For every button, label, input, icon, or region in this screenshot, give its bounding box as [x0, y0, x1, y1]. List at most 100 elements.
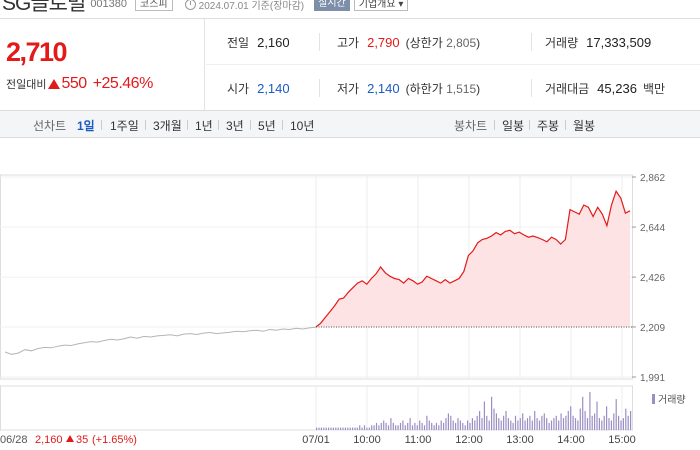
divider — [250, 120, 251, 130]
high-label: 고가 — [337, 35, 360, 50]
period-tab-3m[interactable]: 3개월 — [153, 119, 182, 133]
volume-bar — [361, 427, 363, 430]
volume-bar — [421, 422, 423, 430]
volume-bar — [603, 415, 605, 431]
volume-bar — [423, 425, 426, 431]
volume-bar — [622, 418, 624, 430]
prev-day-change-pct: (+1.65%) — [92, 434, 137, 446]
volume-bar — [555, 415, 557, 431]
volume-bar — [615, 399, 617, 430]
volume-bar — [510, 420, 512, 430]
volume-bar — [359, 425, 361, 431]
corp-overview-dropdown[interactable]: 기업개요 ▾ — [353, 0, 409, 11]
volume-bar — [395, 425, 397, 431]
volume-bar — [541, 415, 543, 431]
volume-bar — [352, 427, 354, 430]
volume-bar — [579, 408, 581, 430]
current-price-panel: 2,710 전일대비 550 +25.46% — [0, 19, 205, 111]
y-tick-label: 2,426 — [640, 273, 665, 284]
lower-limit-value: 1,515 — [446, 81, 477, 96]
volume-bar — [428, 420, 430, 430]
period-tab-5y[interactable]: 5년 — [258, 119, 276, 133]
volume-bar — [455, 422, 457, 430]
period-tab-3y[interactable]: 3년 — [226, 119, 244, 133]
volume-bar — [457, 418, 459, 430]
candle-tab-daily[interactable]: 일봉 — [502, 119, 525, 133]
change-label: 전일대비 — [6, 79, 47, 91]
volume-label: 거래량 — [545, 35, 579, 50]
volume-legend-swatch — [652, 394, 655, 404]
up-triangle-icon — [66, 435, 74, 442]
volume-bar — [438, 425, 440, 431]
volume-bar — [553, 418, 555, 430]
y-tick-label: 2,862 — [640, 173, 665, 184]
volume-bar — [435, 422, 437, 430]
volume-bar — [486, 415, 488, 431]
period-tab-10y[interactable]: 10년 — [290, 119, 315, 133]
y-tick-label: 2,209 — [640, 323, 665, 334]
volume-bar — [390, 418, 392, 430]
divider — [565, 120, 566, 130]
volume-bar — [483, 401, 485, 430]
volume-bar — [330, 427, 332, 430]
volume-bar — [378, 425, 380, 431]
volume-bar — [385, 422, 387, 430]
volume-bar — [335, 427, 337, 430]
volume-bar — [474, 420, 476, 430]
volume-value: 17,333,509 — [586, 34, 652, 50]
volume-bar — [469, 422, 471, 430]
volume-bar — [407, 422, 409, 430]
period-tab-1d[interactable]: 1일 — [77, 119, 95, 133]
x-tick-label: 14:00 — [557, 434, 585, 446]
trade-value-value: 45,236 — [597, 80, 637, 96]
volume-bar — [445, 418, 447, 430]
volume-bar — [584, 411, 586, 430]
volume-bar — [512, 422, 514, 430]
upper-limit-label: 상한가 — [409, 35, 443, 50]
volume-bar — [328, 427, 330, 430]
volume-bar — [371, 425, 373, 431]
volume-bar — [399, 422, 402, 430]
divider — [101, 120, 102, 130]
volume-bar — [431, 422, 433, 430]
corp-overview-label: 기업개요 — [358, 0, 396, 10]
chart-lines — [4, 189, 632, 355]
volume-bar — [363, 425, 366, 431]
volume-bar — [366, 427, 368, 430]
candle-tab-monthly[interactable]: 월봉 — [573, 119, 596, 133]
chart-svg: 2,862 2,644 2,426 2,209 1,991 07/01 10:00 11:0… — [0, 173, 686, 446]
low-value: 2,140 — [367, 80, 400, 96]
prev-day-info: 06/28 2,160 35 (+1.65%) — [0, 434, 137, 446]
volume-bar — [546, 418, 548, 430]
stock-code: 001380 — [90, 0, 128, 10]
volume-bar — [562, 418, 565, 430]
market-badge: 코스피 — [135, 0, 173, 11]
low-label: 저가 — [337, 81, 360, 96]
volume-bar — [426, 415, 428, 431]
volume-bar — [340, 427, 342, 430]
candle-chart-label: 봉차트 — [454, 119, 488, 133]
volume-bar — [402, 420, 404, 430]
volume-bar — [450, 415, 452, 431]
period-tab-1y[interactable]: 1년 — [195, 119, 213, 133]
x-tick-label: 07/01 — [302, 434, 330, 446]
period-tab-1w[interactable]: 1주일 — [110, 119, 139, 133]
volume-bar — [404, 425, 406, 431]
chart-fill — [316, 191, 630, 327]
volume-bar — [397, 425, 399, 431]
stock-name: SG글로벌 — [2, 0, 86, 15]
volume-bar — [440, 420, 442, 430]
candle-tab-weekly[interactable]: 주봉 — [537, 119, 560, 133]
volume-bar — [416, 425, 418, 431]
volume-bars — [316, 392, 632, 431]
x-tick-label: 12:00 — [455, 434, 483, 446]
realtime-button[interactable]: 실시간 — [314, 0, 350, 11]
divider — [319, 79, 320, 97]
trade-value: 거래대금 45,236 백만 — [545, 65, 665, 111]
volume-bar — [347, 427, 349, 430]
x-tick-label: 10:00 — [353, 434, 381, 446]
volume-bar — [380, 422, 382, 430]
volume-bar — [567, 411, 569, 430]
volume-bar — [543, 413, 545, 430]
chart-option-bar: 선차트 1일 1주일 3개월 1년 3년 5년 10년 봉차트 일봉 주봉 월봉 — [0, 110, 700, 138]
